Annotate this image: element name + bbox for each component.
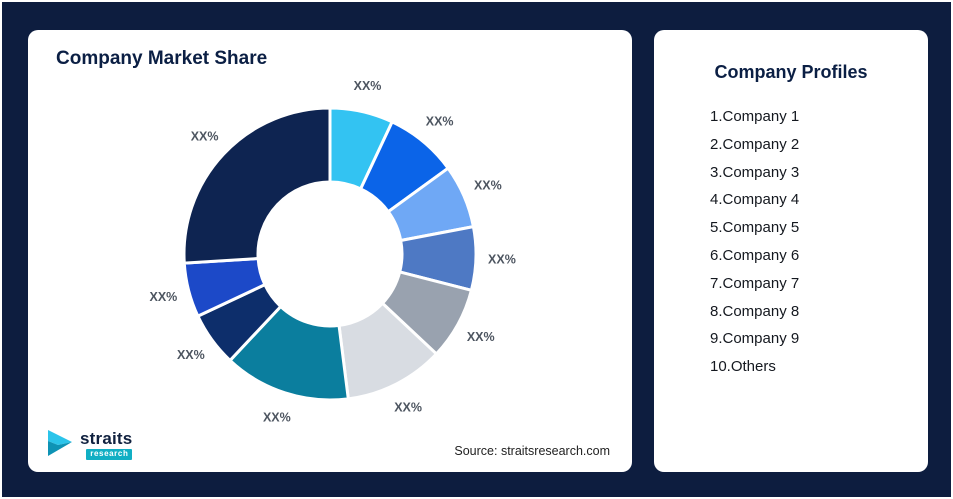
logo-brand-text: straits <box>80 429 133 448</box>
straits-logo-icon <box>48 430 72 456</box>
slice-label: XX% <box>474 179 502 193</box>
slice-label: XX% <box>354 79 382 93</box>
slice-label: XX% <box>467 330 495 344</box>
profile-list-item: 5.Company 5 <box>710 219 800 237</box>
chart-title: Company Market Share <box>56 48 268 69</box>
slice-label: XX% <box>263 411 291 425</box>
profile-list-item: 6.Company 6 <box>710 246 800 264</box>
slice-label: XX% <box>488 252 516 266</box>
market-share-card: Company Market Share XX% XX% XX% XX% XX% XX% X… <box>28 30 632 472</box>
profile-list-item: 9.Company 9 <box>710 330 800 348</box>
profile-list-item: 7.Company 7 <box>710 274 800 292</box>
source-attribution: Source: straitsresearch.com <box>454 444 610 458</box>
donut-segment <box>182 106 332 265</box>
slice-label: XX% <box>177 348 205 362</box>
logo-text: straits research <box>80 429 133 460</box>
profiles-title: Company Profiles <box>714 62 868 82</box>
logo-sub-text: research <box>86 449 133 460</box>
company-profiles-card: Company Profiles 1.Company 1 2.Company 2 3… <box>654 30 928 472</box>
profile-list-item: 10.Others <box>710 358 776 376</box>
straits-research-logo: straits research <box>48 429 133 460</box>
profile-list-item: 1.Company 1 <box>710 108 800 125</box>
profiles-list: 1.Company 1 2.Company 2 3.Company 3 4.Compa… <box>710 103 928 381</box>
slice-label: XX% <box>426 114 454 128</box>
profile-list-item: 2.Company 2 <box>710 135 800 153</box>
profile-list-item: 8.Company 8 <box>710 302 800 320</box>
slice-label: XX% <box>191 129 219 143</box>
profile-list-item: 3.Company 3 <box>710 163 800 181</box>
slice-label: XX% <box>394 400 422 414</box>
donut-chart: XX% XX% XX% XX% XX% XX% XX% XX% XX% XX% <box>150 79 516 425</box>
profile-list-item: 4.Company 4 <box>710 191 800 209</box>
slice-label: XX% <box>150 290 178 304</box>
